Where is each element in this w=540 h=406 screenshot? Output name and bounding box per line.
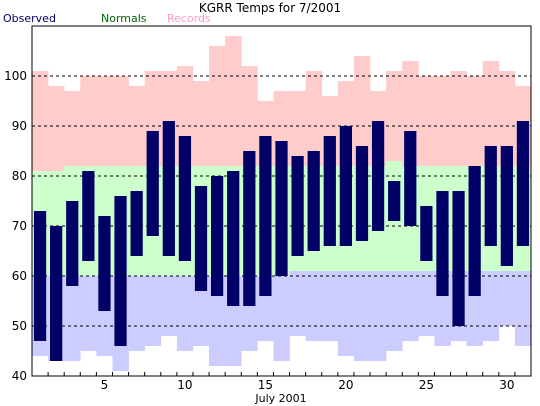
record-band bbox=[466, 76, 484, 166]
chart-title: KGRR Temps for 7/2001 bbox=[199, 1, 341, 15]
observed-bar bbox=[436, 191, 449, 296]
observed-bar bbox=[307, 151, 320, 251]
below-normal-band bbox=[514, 271, 532, 346]
observed-bar bbox=[452, 191, 465, 326]
observed-bar bbox=[243, 151, 256, 306]
record-band bbox=[241, 66, 258, 166]
observed-bar bbox=[275, 141, 288, 276]
x-tick-label: 30 bbox=[499, 378, 514, 392]
observed-bar bbox=[484, 146, 497, 246]
legend-observed: Observed bbox=[3, 12, 56, 25]
observed-bar bbox=[50, 226, 63, 361]
record-band bbox=[96, 76, 113, 166]
observed-bar bbox=[291, 156, 304, 256]
observed-bar bbox=[388, 181, 401, 221]
record-band bbox=[48, 86, 65, 171]
below-normal-band bbox=[64, 276, 81, 361]
x-tick-label: 25 bbox=[419, 378, 434, 392]
observed-bar bbox=[516, 121, 530, 246]
record-band bbox=[192, 81, 210, 166]
observed-bar bbox=[162, 121, 175, 256]
record-band bbox=[498, 71, 516, 166]
observed-bar bbox=[355, 146, 369, 241]
record-band bbox=[209, 46, 226, 166]
observed-bar bbox=[178, 136, 192, 261]
record-band bbox=[386, 71, 403, 161]
observed-bar bbox=[500, 146, 513, 266]
observed-bar bbox=[114, 196, 127, 346]
observed-bar bbox=[468, 166, 481, 296]
observed-bar bbox=[98, 216, 111, 311]
below-normal-band bbox=[305, 271, 323, 341]
below-normal-band bbox=[370, 271, 387, 361]
record-band bbox=[450, 71, 467, 166]
y-tick-label: 50 bbox=[12, 319, 27, 333]
below-normal-band bbox=[402, 271, 419, 341]
legend-normals: Normals bbox=[101, 12, 147, 25]
below-normal-band bbox=[176, 276, 194, 351]
record-band bbox=[305, 71, 323, 166]
observed-bar bbox=[146, 131, 159, 236]
y-tick-label: 70 bbox=[12, 219, 27, 233]
record-band bbox=[225, 36, 242, 166]
y-tick-label: 90 bbox=[12, 119, 27, 133]
observed-bar bbox=[404, 131, 417, 226]
below-normal-band bbox=[321, 271, 339, 341]
observed-bar bbox=[66, 201, 79, 286]
observed-bar bbox=[371, 121, 385, 231]
y-tick-label: 100 bbox=[4, 69, 27, 83]
x-tick-label: 10 bbox=[177, 378, 192, 392]
observed-bar bbox=[227, 171, 240, 306]
record-band bbox=[289, 91, 306, 166]
record-band bbox=[112, 76, 129, 166]
below-normal-band bbox=[144, 276, 162, 346]
record-band bbox=[32, 71, 49, 171]
y-tick-label: 80 bbox=[12, 169, 27, 183]
below-normal-band bbox=[289, 271, 306, 336]
x-tick-label: 5 bbox=[101, 378, 109, 392]
observed-bar bbox=[339, 126, 353, 246]
below-normal-band bbox=[273, 276, 290, 361]
observed-bar bbox=[259, 136, 272, 296]
below-normal-band bbox=[353, 271, 371, 361]
legend-records: Records bbox=[167, 12, 211, 25]
plot-frame bbox=[31, 25, 532, 377]
below-normal-band bbox=[160, 276, 178, 336]
observed-bar bbox=[33, 211, 47, 341]
observed-bar bbox=[82, 171, 95, 261]
record-band bbox=[80, 76, 97, 166]
record-band bbox=[434, 76, 451, 166]
below-normal-band bbox=[209, 276, 226, 366]
y-tick-label: 60 bbox=[12, 269, 27, 283]
record-band bbox=[482, 61, 500, 166]
record-band bbox=[64, 91, 81, 166]
below-normal-band bbox=[128, 276, 145, 351]
record-band bbox=[418, 76, 435, 166]
below-normal-band bbox=[80, 276, 97, 351]
x-tick-label: 20 bbox=[338, 378, 353, 392]
observed-bar bbox=[420, 206, 433, 261]
x-tick-label: 15 bbox=[258, 378, 273, 392]
below-normal-band bbox=[498, 271, 516, 326]
x-axis-label: July 2001 bbox=[254, 392, 306, 405]
observed-bar bbox=[210, 176, 224, 296]
below-normal-band bbox=[386, 271, 403, 351]
y-tick-label: 40 bbox=[12, 369, 27, 383]
below-normal-band bbox=[482, 271, 500, 341]
below-normal-band bbox=[418, 271, 435, 336]
observed-bar bbox=[323, 136, 336, 246]
observed-bar bbox=[194, 186, 208, 291]
below-normal-band bbox=[337, 271, 355, 356]
plot-area: 40 50 60 70 80 90 100 5 10 15 20 25 30 bbox=[4, 25, 532, 392]
observed-bar bbox=[130, 191, 143, 256]
below-normal-band bbox=[192, 276, 210, 346]
record-band bbox=[353, 56, 371, 166]
